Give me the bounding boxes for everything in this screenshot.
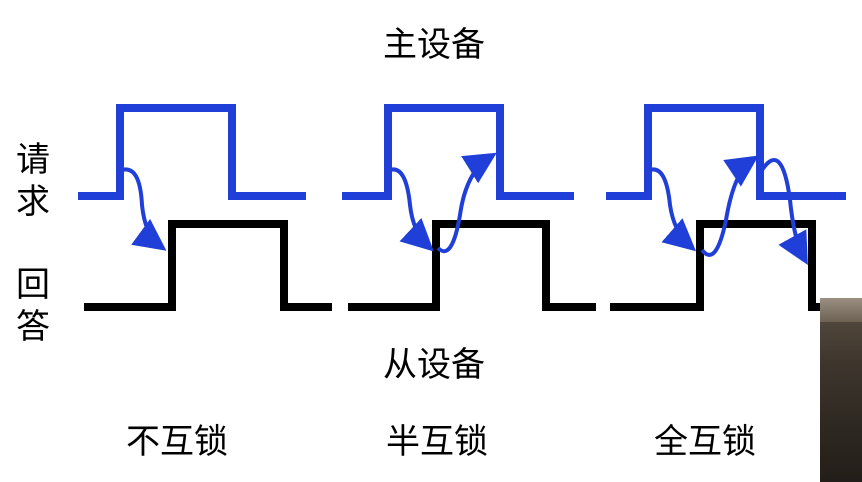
webcam-overlay-highlight [820, 298, 862, 322]
webcam-overlay [820, 298, 862, 482]
request-to-answer-arrow [389, 167, 434, 252]
answer-waveform [610, 220, 830, 311]
request-char-1: 请 [16, 140, 50, 180]
request-to-answer-arrow [121, 167, 167, 251]
slave-device-label: 从设备 [383, 345, 485, 385]
answer-waveform [84, 220, 332, 311]
answer-waveform [348, 220, 596, 311]
timing-group-semi-interlocked [342, 104, 596, 311]
mode-label-non-interlocked: 不互锁 [126, 422, 228, 462]
master-device-label: 主设备 [383, 25, 485, 65]
timing-group-non-interlocked [78, 104, 332, 311]
request-waveform [78, 104, 306, 200]
request-release-to-answer-arrow [760, 158, 808, 265]
answer-to-request-arrow [436, 152, 497, 254]
answer-label: 回 答 [16, 268, 50, 344]
request-waveform [606, 104, 846, 200]
answer-char-2: 答 [16, 307, 50, 347]
timing-group-fully-interlocked [606, 104, 846, 311]
answer-to-request-arrow [700, 155, 759, 257]
request-to-answer-arrow [649, 167, 697, 252]
mode-label-fully-interlocked: 全互锁 [654, 422, 756, 462]
answer-char-1: 回 [16, 265, 50, 305]
request-label: 请 求 [16, 143, 50, 219]
request-char-2: 求 [16, 182, 50, 222]
request-waveform [342, 104, 574, 200]
mode-label-semi-interlocked: 半互锁 [386, 422, 488, 462]
